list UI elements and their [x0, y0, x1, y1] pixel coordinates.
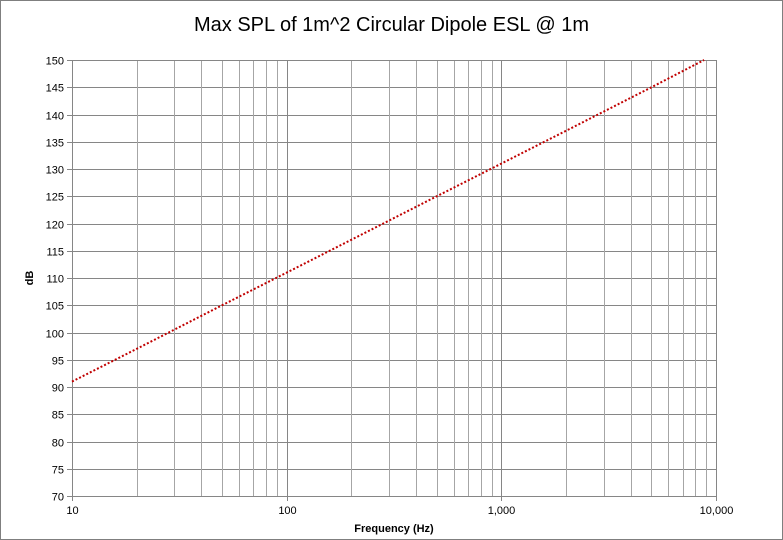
- y-tick-label: 80: [52, 438, 64, 450]
- y-tick-label: 150: [46, 56, 64, 68]
- x-axis-label: Frequency (Hz): [354, 523, 434, 535]
- x-tick-label: 1,000: [488, 505, 516, 517]
- y-tick-label: 70: [52, 492, 64, 504]
- x-axis-ticks: 10 100 1,000 10,000: [66, 496, 733, 517]
- y-axis-ticks: 70 75 80 85 90 95 100 105 110 115 120 125 130 135 140 1…: [46, 56, 72, 504]
- series-line: [71, 59, 705, 383]
- y-tick-label: 130: [46, 165, 64, 177]
- x-tick-label: 100: [278, 505, 296, 517]
- y-axis-label: dB: [24, 271, 36, 286]
- y-tick-label: 100: [46, 329, 64, 341]
- y-tick-label: 135: [46, 138, 64, 150]
- y-tick-label: 120: [46, 220, 64, 232]
- y-tick-label: 125: [46, 192, 64, 204]
- y-tick-label: 140: [46, 111, 64, 123]
- y-tick-label: 90: [52, 383, 64, 395]
- grid-lines: [72, 60, 717, 497]
- y-tick-label: 145: [46, 83, 64, 95]
- y-tick-label: 95: [52, 356, 64, 368]
- y-tick-label: 105: [46, 301, 64, 313]
- y-tick-label: 115: [46, 247, 64, 259]
- plot-area-border: [72, 60, 717, 497]
- x-tick-label: 10: [66, 505, 78, 517]
- chart-title: Max SPL of 1m^2 Circular Dipole ESL @ 1m: [193, 14, 589, 36]
- y-tick-label: 110: [46, 274, 64, 286]
- y-tick-label: 75: [52, 465, 64, 477]
- x-tick-label: 10,000: [700, 505, 734, 517]
- y-tick-label: 85: [52, 410, 64, 422]
